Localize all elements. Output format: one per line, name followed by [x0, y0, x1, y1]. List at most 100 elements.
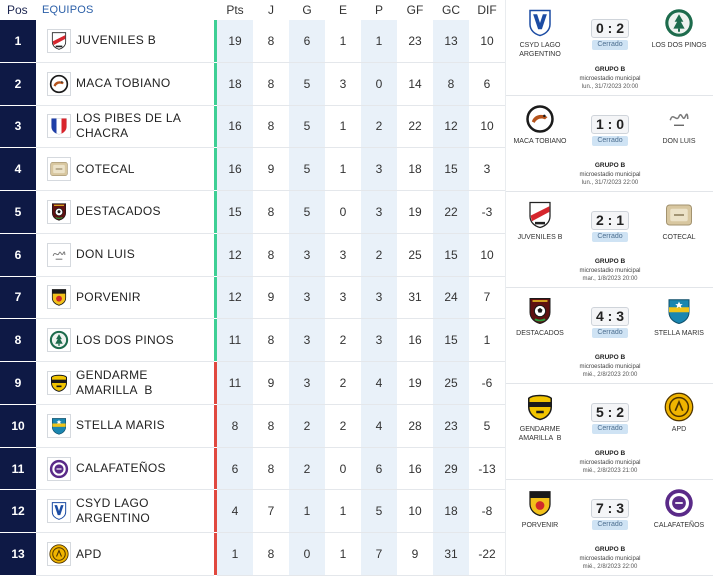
standings-row: 2 MACA TOBIANO 18 8 5 3 0 14 8 6: [0, 62, 505, 106]
csyd-lago-argentino-crest-icon: [525, 8, 555, 38]
stat-j: 8: [253, 448, 289, 491]
standings-table: Pos EQUIPOS Pts J G E P GF GC DIF 1 JUVENILES B 1…: [0, 0, 505, 576]
stat-g: 3: [289, 233, 325, 277]
away-team: DON LUIS: [645, 104, 713, 147]
stat-p: 2: [361, 105, 397, 149]
away-team-name[interactable]: CALAFATEÑOS: [653, 522, 705, 529]
csyd-lago-argentino-crest-icon: [47, 499, 71, 524]
team-name[interactable]: DON LUIS: [76, 247, 136, 262]
team-name[interactable]: PORVENIR: [76, 289, 141, 304]
home-team-name[interactable]: GENDARME AMARILLA B: [518, 426, 562, 442]
away-team-name[interactable]: STELLA MARIS: [654, 330, 704, 337]
stat-e: 0: [325, 448, 361, 491]
team-name[interactable]: DESTACADOS: [76, 204, 161, 219]
stat-g: 3: [289, 362, 325, 405]
apd-crest-icon: [47, 542, 71, 567]
match-datetime: mié., 2/8/2023 21:00: [582, 468, 638, 474]
stat-pts: 12: [217, 276, 253, 320]
don-luis-crest-icon: [47, 242, 71, 267]
destacados-crest-icon: [525, 296, 555, 326]
team-name[interactable]: GENDARME AMARILLA B: [76, 368, 153, 397]
stat-j: 8: [253, 234, 289, 277]
away-team: APD: [645, 392, 713, 435]
match-card[interactable]: MACA TOBIANO DON LUIS 1 : 0 Cerrado GRUPO B m…: [506, 96, 713, 192]
standings-row: 12 CSYD LAGO ARGENTINO 4 7 1 1 5 10 18 -8: [0, 490, 505, 534]
stat-j: 9: [253, 362, 289, 405]
team-name[interactable]: LOS DOS PINOS: [76, 332, 174, 347]
home-team-name[interactable]: MACA TOBIANO: [513, 138, 567, 145]
position-badge: 5: [0, 191, 36, 234]
home-team-name[interactable]: PORVENIR: [521, 522, 559, 529]
table-header: Pos EQUIPOS Pts J G E P GF GC DIF: [0, 0, 505, 20]
match-card[interactable]: JUVENILES B COTECAL 2 : 1 Cerrado GRUPO B mic…: [506, 192, 713, 288]
stat-j: 8: [253, 533, 289, 576]
team-cell: MACA TOBIANO: [36, 63, 214, 106]
match-card[interactable]: PORVENIR CALAFATEÑOS 7 : 3 Cerrado GRUPO B mi…: [506, 480, 713, 576]
match-venue: microestadio municipal: [579, 267, 641, 274]
zone-indicator: [214, 490, 217, 534]
away-team-name[interactable]: APD: [671, 426, 687, 433]
stat-gc: 23: [433, 404, 469, 448]
away-team-name[interactable]: DON LUIS: [662, 138, 696, 145]
column-header-gf: GF: [406, 3, 424, 17]
stat-g: 5: [289, 191, 325, 234]
position-badge: 8: [0, 319, 36, 363]
column-header-e: E: [338, 3, 347, 17]
team-name[interactable]: CALAFATEÑOS: [76, 461, 166, 476]
match-group: GRUPO B: [594, 258, 626, 265]
stat-gc: 31: [433, 533, 469, 576]
column-header-pts: Pts: [226, 3, 244, 17]
stat-g: 5: [289, 105, 325, 149]
team-name[interactable]: LOS PIBES DE LA CHACRA: [76, 111, 185, 141]
match-score: 1 : 0: [591, 115, 629, 134]
team-name[interactable]: COTECAL: [76, 161, 135, 176]
home-team: PORVENIR: [506, 488, 574, 531]
stat-pts: 4: [217, 490, 253, 534]
team-name[interactable]: JUVENILES B: [76, 33, 156, 48]
team-name[interactable]: APD: [76, 546, 102, 561]
los-pibes-de-la-chacra-crest-icon: [47, 114, 71, 139]
stat-dif: 1: [469, 319, 505, 363]
stat-p: 0: [361, 62, 397, 106]
column-header-dif: DIF: [477, 3, 497, 17]
team-name[interactable]: CSYD LAGO ARGENTINO: [76, 496, 152, 526]
match-card[interactable]: GENDARME AMARILLA B APD 5 : 2 Cerrado GRUPO …: [506, 384, 713, 480]
home-team-name[interactable]: JUVENILES B: [517, 234, 563, 241]
position-badge: 3: [0, 105, 36, 149]
match-score: 7 : 3: [591, 499, 629, 518]
stat-gf: 19: [397, 191, 433, 234]
stat-gc: 22: [433, 191, 469, 234]
match-score: 5 : 2: [591, 403, 629, 422]
match-status-badge: Cerrado: [592, 40, 628, 50]
zone-indicator: [214, 233, 217, 277]
stat-g: 6: [289, 20, 325, 63]
stat-e: 2: [325, 362, 361, 405]
stat-gf: 9: [397, 533, 433, 576]
team-name[interactable]: MACA TOBIANO: [76, 76, 171, 91]
column-header-gc: GC: [442, 3, 460, 17]
match-card[interactable]: CSYD LAGO ARGENTINO LOS DOS PINOS 0 : 2 Cer…: [506, 0, 713, 96]
away-team-name[interactable]: COTECAL: [662, 234, 696, 241]
stat-j: 9: [253, 148, 289, 192]
stat-gc: 8: [433, 62, 469, 106]
column-header-pos: Pos: [7, 3, 28, 17]
zone-indicator: [214, 533, 217, 576]
stat-dif: 3: [469, 148, 505, 192]
team-cell: DON LUIS: [36, 234, 214, 277]
match-score: 0 : 2: [591, 19, 629, 38]
zone-indicator: [214, 447, 217, 491]
stat-p: 3: [361, 319, 397, 363]
match-card[interactable]: DESTACADOS STELLA MARIS 4 : 3 Cerrado GRUPO …: [506, 288, 713, 384]
away-team-name[interactable]: LOS DOS PINOS: [651, 42, 707, 49]
position-badge: 9: [0, 362, 36, 405]
match-datetime: lun., 31/7/2023 22:00: [581, 180, 639, 186]
position-badge: 12: [0, 490, 36, 534]
don-luis-crest-icon: [664, 104, 694, 134]
home-team-name[interactable]: DESTACADOS: [516, 330, 564, 337]
stat-g: 3: [289, 276, 325, 320]
stat-gc: 15: [433, 319, 469, 363]
match-venue: microestadio municipal: [579, 171, 641, 178]
home-team-name[interactable]: CSYD LAGO ARGENTINO: [519, 42, 562, 58]
stat-pts: 11: [217, 319, 253, 363]
team-name[interactable]: STELLA MARIS: [76, 418, 165, 433]
